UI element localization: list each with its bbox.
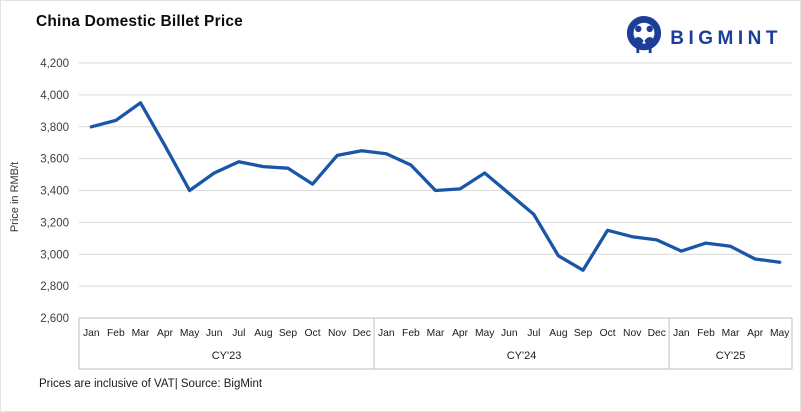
svg-text:Apr: Apr	[747, 328, 764, 339]
svg-text:3,400: 3,400	[40, 186, 69, 198]
svg-text:Jun: Jun	[501, 328, 518, 339]
svg-text:May: May	[180, 328, 200, 339]
svg-text:Sep: Sep	[574, 328, 593, 339]
svg-text:3,800: 3,800	[40, 122, 69, 134]
svg-text:Feb: Feb	[402, 328, 420, 339]
svg-text:3,600: 3,600	[40, 154, 69, 166]
svg-text:May: May	[770, 328, 790, 339]
svg-text:Mar: Mar	[132, 328, 150, 339]
chart-title: China Domestic Billet Price	[36, 13, 243, 30]
svg-text:4,000: 4,000	[40, 90, 69, 102]
svg-text:Jan: Jan	[83, 328, 100, 339]
svg-text:3,200: 3,200	[40, 217, 69, 229]
svg-text:Apr: Apr	[452, 328, 469, 339]
svg-text:Feb: Feb	[107, 328, 125, 339]
svg-text:Oct: Oct	[305, 328, 321, 339]
svg-text:May: May	[475, 328, 495, 339]
svg-text:Dec: Dec	[648, 328, 666, 339]
svg-text:4,200: 4,200	[40, 58, 69, 70]
svg-text:Sep: Sep	[279, 328, 298, 339]
bigmint-people-icon	[625, 15, 663, 62]
svg-text:Mar: Mar	[722, 328, 740, 339]
source-footnote: Prices are inclusive of VAT| Source: Big…	[39, 378, 263, 390]
svg-text:Jul: Jul	[232, 328, 245, 339]
svg-text:CY'25: CY'25	[716, 350, 746, 362]
svg-text:3,000: 3,000	[40, 249, 69, 261]
svg-text:Nov: Nov	[328, 328, 347, 339]
svg-text:Feb: Feb	[697, 328, 715, 339]
y-axis-tick-labels: 2,600 2,800 3,000 3,200 3,400 3,600 3,800 4,000…	[40, 58, 69, 325]
svg-text:Nov: Nov	[623, 328, 642, 339]
svg-text:Oct: Oct	[600, 328, 616, 339]
svg-text:2,800: 2,800	[40, 281, 69, 293]
svg-text:Jan: Jan	[378, 328, 395, 339]
svg-text:CY'23: CY'23	[212, 350, 242, 362]
x-axis-month-labels: Jan Feb Mar Apr May Jun Jul Aug Sep Oct Nov Dec Jan F…	[83, 328, 790, 339]
svg-text:Aug: Aug	[254, 328, 273, 339]
svg-text:Dec: Dec	[353, 328, 371, 339]
svg-text:Jul: Jul	[527, 328, 540, 339]
bigmint-logo: BIGMINT	[625, 15, 782, 62]
svg-text:Jun: Jun	[206, 328, 223, 339]
svg-text:Apr: Apr	[157, 328, 174, 339]
svg-text:Aug: Aug	[549, 328, 568, 339]
svg-text:Mar: Mar	[427, 328, 445, 339]
svg-text:2,600: 2,600	[40, 313, 69, 325]
billet-price-series-line	[89, 101, 782, 272]
svg-text:Jan: Jan	[673, 328, 690, 339]
bigmint-wordmark: BIGMINT	[670, 27, 782, 49]
x-axis-year-groups: CY'23 CY'24 CY'25	[78, 318, 793, 370]
svg-text:CY'24: CY'24	[507, 350, 537, 362]
